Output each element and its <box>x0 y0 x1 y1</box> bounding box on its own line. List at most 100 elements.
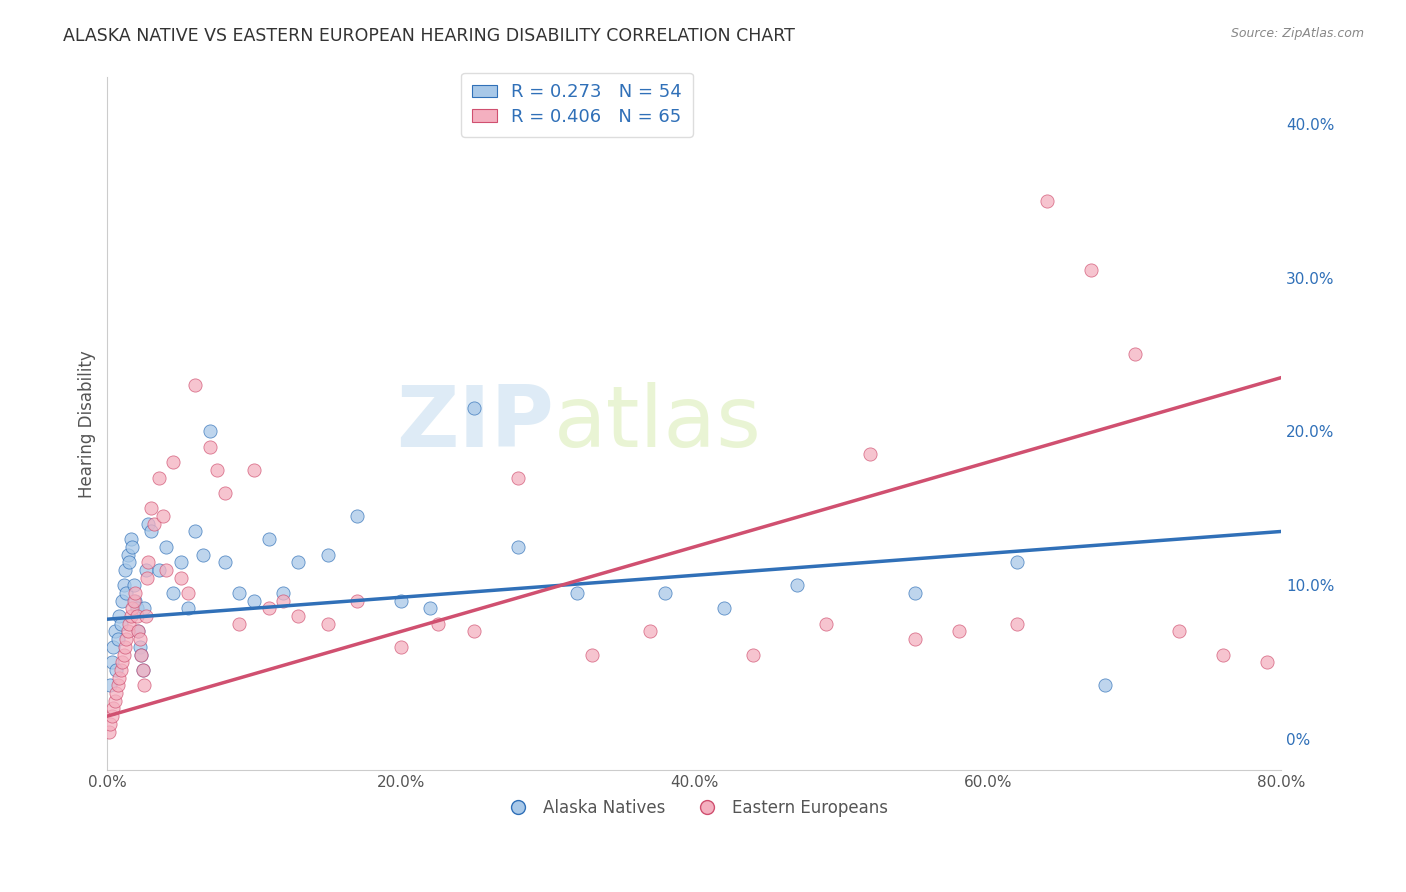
Point <box>1007 616 1029 631</box>
Point <box>105 663 128 677</box>
Point <box>122 578 145 592</box>
Point <box>1167 624 1189 639</box>
Legend: Alaska Natives, Eastern Europeans: Alaska Natives, Eastern Europeans <box>495 793 894 824</box>
Point <box>654 586 676 600</box>
Point <box>128 640 150 654</box>
Point <box>859 448 882 462</box>
Point <box>1212 648 1234 662</box>
Point <box>198 440 221 454</box>
Point <box>129 648 152 662</box>
Point <box>228 616 250 631</box>
Point <box>426 616 449 631</box>
Point <box>127 624 149 639</box>
Point <box>214 555 236 569</box>
Point <box>110 663 132 677</box>
Point <box>214 486 236 500</box>
Point <box>104 624 127 639</box>
Point <box>97 724 120 739</box>
Point <box>184 378 207 392</box>
Point <box>463 401 485 416</box>
Point <box>98 678 121 692</box>
Point <box>1035 194 1057 208</box>
Point <box>177 601 200 615</box>
Point <box>136 571 159 585</box>
Point <box>243 593 266 607</box>
Point <box>162 455 184 469</box>
Point <box>1080 262 1102 277</box>
Point <box>121 540 143 554</box>
Point <box>316 616 339 631</box>
Point <box>138 555 160 569</box>
Point <box>129 648 152 662</box>
Point <box>184 524 207 539</box>
Point <box>105 686 128 700</box>
Point <box>287 555 309 569</box>
Point <box>120 609 142 624</box>
Point <box>114 563 136 577</box>
Point <box>316 548 339 562</box>
Point <box>346 509 368 524</box>
Point <box>170 571 193 585</box>
Point <box>118 555 141 569</box>
Point <box>1007 555 1029 569</box>
Point <box>273 593 295 607</box>
Point <box>346 593 368 607</box>
Point <box>115 586 138 600</box>
Point <box>155 540 177 554</box>
Point <box>135 609 157 624</box>
Point <box>132 601 155 615</box>
Point <box>148 563 170 577</box>
Point <box>107 678 129 692</box>
Point <box>1256 655 1278 669</box>
Point <box>141 501 163 516</box>
Text: ALASKA NATIVE VS EASTERN EUROPEAN HEARING DISABILITY CORRELATION CHART: ALASKA NATIVE VS EASTERN EUROPEAN HEARIN… <box>63 27 796 45</box>
Point <box>640 624 662 639</box>
Point <box>128 632 150 647</box>
Point <box>207 463 229 477</box>
Point <box>135 563 157 577</box>
Point <box>104 694 127 708</box>
Point <box>463 624 485 639</box>
Point <box>1123 347 1146 361</box>
Point <box>815 616 838 631</box>
Y-axis label: Hearing Disability: Hearing Disability <box>79 350 96 498</box>
Point <box>122 593 145 607</box>
Point <box>191 548 214 562</box>
Point <box>198 425 221 439</box>
Point <box>101 655 124 669</box>
Point <box>132 678 155 692</box>
Point <box>162 586 184 600</box>
Point <box>243 463 266 477</box>
Point <box>419 601 441 615</box>
Point <box>177 586 200 600</box>
Text: atlas: atlas <box>554 382 762 466</box>
Point <box>108 609 131 624</box>
Point <box>155 563 177 577</box>
Point <box>257 601 280 615</box>
Point <box>115 632 138 647</box>
Point <box>948 624 970 639</box>
Point <box>112 578 135 592</box>
Text: Source: ZipAtlas.com: Source: ZipAtlas.com <box>1230 27 1364 40</box>
Point <box>713 601 735 615</box>
Point <box>508 470 530 484</box>
Point <box>903 586 925 600</box>
Point <box>117 624 139 639</box>
Point <box>131 663 153 677</box>
Point <box>103 640 125 654</box>
Point <box>273 586 295 600</box>
Point <box>98 716 121 731</box>
Point <box>111 593 134 607</box>
Point <box>148 470 170 484</box>
Point <box>124 593 146 607</box>
Point <box>110 616 132 631</box>
Point <box>152 509 174 524</box>
Point <box>903 632 925 647</box>
Point <box>508 540 530 554</box>
Point <box>228 586 250 600</box>
Point <box>127 624 149 639</box>
Point <box>111 655 134 669</box>
Point <box>257 532 280 546</box>
Point <box>118 616 141 631</box>
Point <box>117 548 139 562</box>
